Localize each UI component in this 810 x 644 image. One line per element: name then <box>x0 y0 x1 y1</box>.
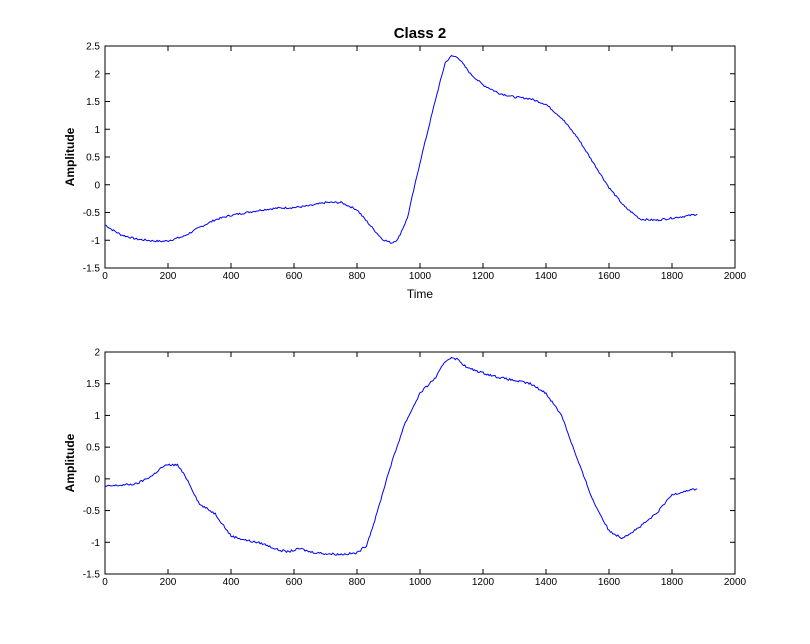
y-tick-label: 1 <box>94 125 100 136</box>
y-tick-label: 2.5 <box>86 42 100 53</box>
x-tick-label: 2000 <box>724 271 747 282</box>
x-tick-label: 200 <box>160 577 177 588</box>
x-tick-label: 1000 <box>409 577 432 588</box>
y-tick-label: 1 <box>94 411 100 422</box>
plot-area <box>104 351 736 575</box>
plot-area <box>104 45 736 269</box>
x-tick-label: 1400 <box>535 271 558 282</box>
series-line <box>104 356 698 556</box>
x-tick-label: 200 <box>160 271 177 282</box>
x-tick-label: 1600 <box>598 271 621 282</box>
x-tick-label: 1600 <box>598 577 621 588</box>
x-tick-label: 800 <box>349 271 366 282</box>
y-tick-label: -1.5 <box>83 264 101 275</box>
y-tick-label: -1 <box>91 538 100 549</box>
subplot-2: 0 200 400 600 800 1000 1200 1400 1600 1800 2000 -1.… <box>63 348 747 589</box>
series-line <box>104 55 698 244</box>
x-tick-label: 600 <box>286 577 303 588</box>
x-tick-label: 1800 <box>661 577 684 588</box>
y-tick-label: 0.5 <box>86 153 100 164</box>
subplot-1: 0 200 400 600 800 1000 1200 1400 1600 1800 2000 -1.… <box>63 25 747 301</box>
x-axis-label: Time <box>407 287 434 301</box>
x-tick-label: 1200 <box>472 577 495 588</box>
y-tick-label: 0 <box>94 474 100 485</box>
x-tick-label: 0 <box>102 271 108 282</box>
y-axis-label: Amplitude <box>63 433 77 492</box>
y-tick-label: 0 <box>94 180 100 191</box>
y-tick-label: 1.5 <box>86 379 100 390</box>
x-tick-label: 1200 <box>472 271 495 282</box>
x-tick-label: 1400 <box>535 577 558 588</box>
x-tick-label: 600 <box>286 271 303 282</box>
y-tick-label: 1.5 <box>86 97 100 108</box>
x-tick-label: 400 <box>223 577 240 588</box>
chart-title: Class 2 <box>394 25 447 42</box>
y-tick-label: 0.5 <box>86 443 100 454</box>
x-tick-label: 800 <box>349 577 366 588</box>
y-axis-label: Amplitude <box>63 127 77 186</box>
y-tick-label: 2 <box>94 348 100 359</box>
y-tick-label: -1 <box>91 236 100 247</box>
y-tick-label: 2 <box>94 69 100 80</box>
y-tick-label: -0.5 <box>83 506 101 517</box>
y-tick-label: -0.5 <box>83 208 101 219</box>
y-tick-label: -1.5 <box>83 570 101 581</box>
x-tick-label: 400 <box>223 271 240 282</box>
x-tick-label: 1800 <box>661 271 684 282</box>
x-tick-label: 1000 <box>409 271 432 282</box>
x-tick-label: 0 <box>102 577 108 588</box>
x-tick-label: 2000 <box>724 577 747 588</box>
